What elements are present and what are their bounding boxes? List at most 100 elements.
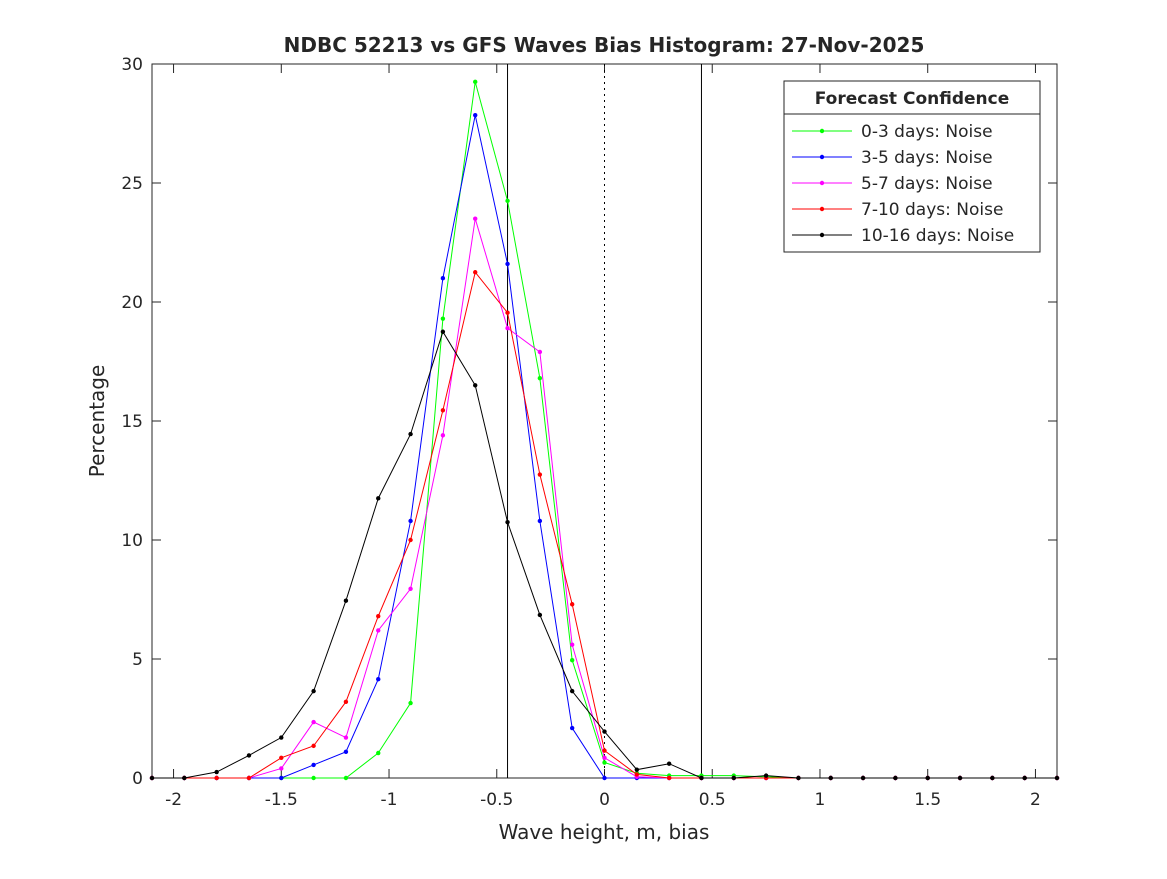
legend-entry: 7-10 days: Noise xyxy=(861,200,1003,220)
data-point xyxy=(408,518,413,524)
data-point xyxy=(182,775,187,781)
data-point xyxy=(569,688,575,694)
data-point xyxy=(569,642,575,647)
legend-marker xyxy=(819,180,825,186)
data-point xyxy=(376,496,381,501)
data-point xyxy=(149,775,155,781)
x-tick-label: -2 xyxy=(165,790,182,810)
data-point xyxy=(279,735,284,740)
x-tick-label: 0.5 xyxy=(699,790,726,810)
data-point xyxy=(246,753,252,758)
data-point xyxy=(602,755,607,760)
data-point xyxy=(569,725,575,731)
data-point xyxy=(893,775,898,781)
data-point xyxy=(602,729,607,734)
data-point xyxy=(214,769,219,775)
data-point xyxy=(343,699,349,705)
data-point xyxy=(440,408,446,413)
data-point xyxy=(1054,775,1060,781)
data-point xyxy=(602,775,607,781)
series-group xyxy=(149,79,1060,781)
x-tick-label: 0 xyxy=(599,790,610,810)
data-point xyxy=(537,375,543,381)
y-tick-label: 25 xyxy=(121,174,143,194)
data-point xyxy=(634,772,640,777)
data-point xyxy=(505,310,510,315)
data-point xyxy=(537,518,543,524)
legend-entry: 3-5 days: Noise xyxy=(861,148,993,168)
legend-marker xyxy=(819,154,825,160)
data-point xyxy=(699,775,704,781)
data-point xyxy=(1022,775,1027,781)
data-point xyxy=(666,761,672,766)
data-point xyxy=(860,775,866,781)
data-point xyxy=(569,602,575,607)
x-tick-label: -1 xyxy=(381,790,398,810)
data-point xyxy=(311,775,316,781)
y-tick-label: 5 xyxy=(132,650,143,670)
data-point xyxy=(990,775,995,781)
data-point xyxy=(634,767,640,772)
x-tick-label: 1 xyxy=(815,790,826,810)
data-point xyxy=(343,735,349,740)
data-point xyxy=(214,775,219,781)
y-axis-label: Percentage xyxy=(85,365,109,478)
y-tick-label: 0 xyxy=(132,769,143,789)
data-point xyxy=(408,586,413,591)
legend-marker xyxy=(819,128,825,134)
data-point xyxy=(408,700,413,706)
data-point xyxy=(505,198,510,204)
data-point xyxy=(473,383,478,388)
data-point xyxy=(311,719,316,725)
x-tick-label: -0.5 xyxy=(480,790,513,810)
data-point xyxy=(796,775,801,781)
data-point xyxy=(505,519,510,525)
data-point xyxy=(537,349,543,355)
data-point xyxy=(537,612,543,618)
data-point xyxy=(602,748,607,753)
data-point xyxy=(731,775,736,781)
data-point xyxy=(343,598,349,603)
data-point xyxy=(246,775,252,781)
data-point xyxy=(473,216,478,221)
series-line xyxy=(152,330,1057,779)
data-point xyxy=(279,755,284,760)
data-point xyxy=(473,79,478,85)
chart-title: NDBC 52213 vs GFS Waves Bias Histogram: … xyxy=(284,33,925,57)
legend: Forecast Confidence 0-3 days: Noise 3-5 d… xyxy=(783,80,1041,253)
y-tick-label: 10 xyxy=(121,531,143,551)
data-point xyxy=(311,762,316,768)
data-point xyxy=(376,677,381,682)
y-tick-label: 20 xyxy=(121,293,143,313)
x-axis-label: Wave height, m, bias xyxy=(499,820,710,844)
data-point xyxy=(537,472,543,477)
y-tick-label: 30 xyxy=(121,55,143,75)
data-point xyxy=(311,688,316,694)
data-point xyxy=(957,775,963,781)
data-point xyxy=(602,760,607,765)
x-tick-label: 1.5 xyxy=(914,790,941,810)
legend-marker xyxy=(819,206,825,212)
y-tick-label: 15 xyxy=(121,412,143,432)
data-point xyxy=(666,775,672,781)
data-point xyxy=(473,270,478,275)
x-tick-label: -1.5 xyxy=(265,790,298,810)
data-point xyxy=(440,329,446,334)
reference-lines xyxy=(507,64,702,778)
data-point xyxy=(408,431,413,437)
data-point xyxy=(279,775,284,781)
data-point xyxy=(763,773,769,778)
x-tick-label: 2 xyxy=(1030,790,1041,810)
data-point xyxy=(440,433,446,438)
legend-entry: 0-3 days: Noise xyxy=(861,122,993,142)
data-point xyxy=(473,112,478,118)
data-point xyxy=(440,316,446,321)
legend-entry: 5-7 days: Noise xyxy=(861,174,993,194)
data-point xyxy=(279,766,284,771)
series-4 xyxy=(149,329,1060,781)
data-point xyxy=(376,628,381,633)
series-line xyxy=(152,271,1057,779)
data-point xyxy=(376,613,381,619)
data-point xyxy=(343,775,349,781)
